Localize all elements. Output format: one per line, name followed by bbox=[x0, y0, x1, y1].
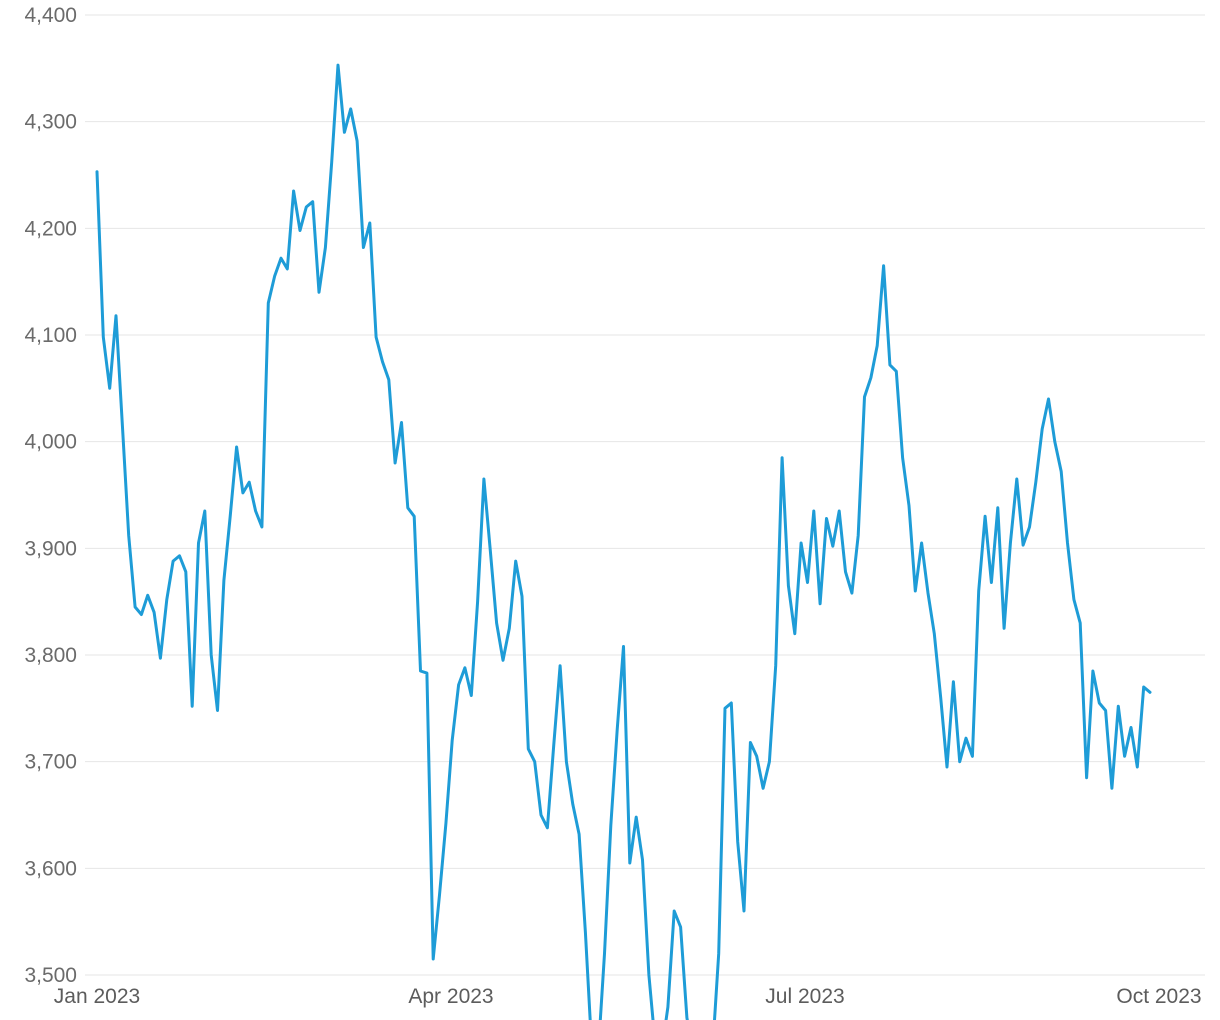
x-axis-label: Jan 2023 bbox=[54, 985, 140, 1008]
y-axis-label: 3,700 bbox=[24, 751, 77, 774]
y-axis-label: 3,900 bbox=[24, 537, 77, 560]
y-axis-label: 4,000 bbox=[24, 431, 77, 454]
x-axis-label: Apr 2023 bbox=[408, 985, 493, 1008]
x-axis-label: Oct 2023 bbox=[1116, 985, 1201, 1008]
price-line-series bbox=[95, 63, 1152, 1020]
y-axis-label: 4,300 bbox=[24, 111, 77, 134]
y-axis-label: 3,800 bbox=[24, 644, 77, 667]
y-axis-label: 3,500 bbox=[24, 964, 77, 987]
y-axis-label: 4,200 bbox=[24, 217, 77, 240]
y-axis-label: 3,600 bbox=[24, 857, 77, 880]
y-axis-label: 4,100 bbox=[24, 324, 77, 347]
x-axis-label: Jul 2023 bbox=[765, 985, 844, 1008]
y-axis-label: 4,400 bbox=[24, 4, 77, 27]
